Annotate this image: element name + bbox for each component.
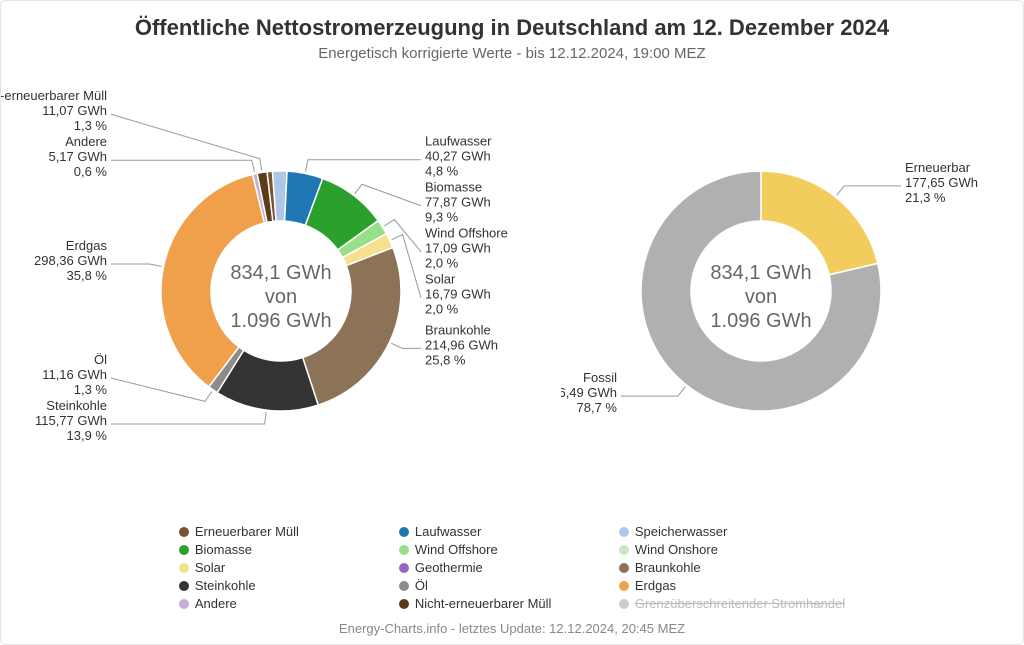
legend-item[interactable]: Braunkohle: [619, 560, 845, 576]
legend-column: Speicherwasser Wind Onshore Braunkohle Erdg…: [619, 524, 845, 612]
legend-item[interactable]: Andere: [179, 596, 369, 612]
legend-dot-icon: [399, 581, 409, 591]
legend-column: Erneuerbarer Müll Biomasse Solar Steinkohle…: [179, 524, 369, 612]
legend-label: Nicht-erneuerbarer Müll: [415, 596, 552, 612]
legend-label: Laufwasser: [415, 524, 481, 540]
legend-label: Andere: [195, 596, 237, 612]
chart-frame: { "title": "Öffentliche Nettostromerzeug…: [0, 0, 1024, 645]
legend-label: Speicherwasser: [635, 524, 728, 540]
legend-dot-icon: [619, 563, 629, 573]
legend-label: Wind Offshore: [415, 542, 498, 558]
slice-erneuerbar[interactable]: [761, 171, 878, 275]
right-donut-chart: Erneuerbar177,65 GWh21,3 % Fossil656,49 G…: [561, 61, 1024, 531]
slice-label-windoff: Wind Offshore17,09 GWh2,0 %: [425, 226, 508, 271]
legend-item[interactable]: Öl: [399, 578, 589, 594]
legend-dot-icon: [179, 545, 189, 555]
page-subtitle: Energetisch korrigierte Werte - bis 12.1…: [1, 45, 1023, 62]
legend-label: Grenzüberschreitender Stromhandel: [635, 596, 845, 612]
page-title: Öffentliche Nettostromerzeugung in Deuts…: [1, 15, 1023, 41]
legend-label: Öl: [415, 578, 428, 594]
legend-item[interactable]: Laufwasser: [399, 524, 589, 540]
slice-label-oel: Öl11,16 GWh1,3 %: [42, 352, 107, 397]
donut-center-text: 834,1 GWhvon1.096 GWh: [230, 262, 331, 332]
legend-item[interactable]: Wind Onshore: [619, 542, 845, 558]
slice-label-fossil: Fossil656,49 GWh78,7 %: [561, 370, 617, 415]
legend-label: Geothermie: [415, 560, 483, 576]
legend-item[interactable]: Grenzüberschreitender Stromhandel: [619, 596, 845, 612]
legend-item[interactable]: Erneuerbarer Müll: [179, 524, 369, 540]
slice-label-erdgas: Erdgas298,36 GWh35,8 %: [34, 238, 107, 283]
slice-label-solar: Solar16,79 GWh2,0 %: [425, 272, 491, 317]
slice-label-andere: Andere5,17 GWh0,6 %: [48, 134, 107, 179]
donut-center-text: 834,1 GWhvon1.096 GWh: [710, 262, 811, 332]
legend-item[interactable]: Geothermie: [399, 560, 589, 576]
legend-dot-icon: [179, 527, 189, 537]
legend-dot-icon: [399, 545, 409, 555]
slice-label-laufwasser: Laufwasser40,27 GWh4,8 %: [425, 134, 492, 179]
legend-item[interactable]: Erdgas: [619, 578, 845, 594]
legend-dot-icon: [619, 527, 629, 537]
legend-dot-icon: [179, 599, 189, 609]
legend-dot-icon: [619, 545, 629, 555]
legend-dot-icon: [399, 527, 409, 537]
slice-label-biomasse: Biomasse77,87 GWh9,3 %: [425, 180, 491, 225]
legend-label: Braunkohle: [635, 560, 701, 576]
footer-text: Energy-Charts.info - letztes Update: 12.…: [1, 621, 1023, 636]
legend-label: Erneuerbarer Müll: [195, 524, 299, 540]
slice-label-nemüll: Nicht-erneuerbarer Müll11,07 GWh1,3 %: [1, 88, 107, 133]
legend-item[interactable]: Biomasse: [179, 542, 369, 558]
slice-label-braunkohle: Braunkohle214,96 GWh25,8 %: [425, 322, 498, 367]
legend-dot-icon: [399, 563, 409, 573]
slice-label-steinkohle: Steinkohle115,77 GWh13,9 %: [35, 398, 107, 443]
legend-item[interactable]: Wind Offshore: [399, 542, 589, 558]
legend-dot-icon: [179, 581, 189, 591]
legend-label: Erdgas: [635, 578, 676, 594]
legend-dot-icon: [399, 599, 409, 609]
left-donut-chart: Laufwasser40,27 GWh4,8 %Biomasse77,87 GW…: [1, 61, 561, 531]
slice-label-erneuerbar: Erneuerbar177,65 GWh21,3 %: [905, 160, 978, 205]
legend-dot-icon: [619, 599, 629, 609]
legend-label: Solar: [195, 560, 225, 576]
legend-label: Biomasse: [195, 542, 252, 558]
legend-dot-icon: [619, 581, 629, 591]
legend-label: Steinkohle: [195, 578, 256, 594]
legend: Erneuerbarer Müll Biomasse Solar Steinkohle…: [1, 524, 1023, 612]
legend-column: Laufwasser Wind Offshore Geothermie Öl Nicht…: [399, 524, 589, 612]
legend-item[interactable]: Speicherwasser: [619, 524, 845, 540]
legend-item[interactable]: Nicht-erneuerbarer Müll: [399, 596, 589, 612]
legend-item[interactable]: Steinkohle: [179, 578, 369, 594]
legend-item[interactable]: Solar: [179, 560, 369, 576]
legend-dot-icon: [179, 563, 189, 573]
legend-label: Wind Onshore: [635, 542, 718, 558]
